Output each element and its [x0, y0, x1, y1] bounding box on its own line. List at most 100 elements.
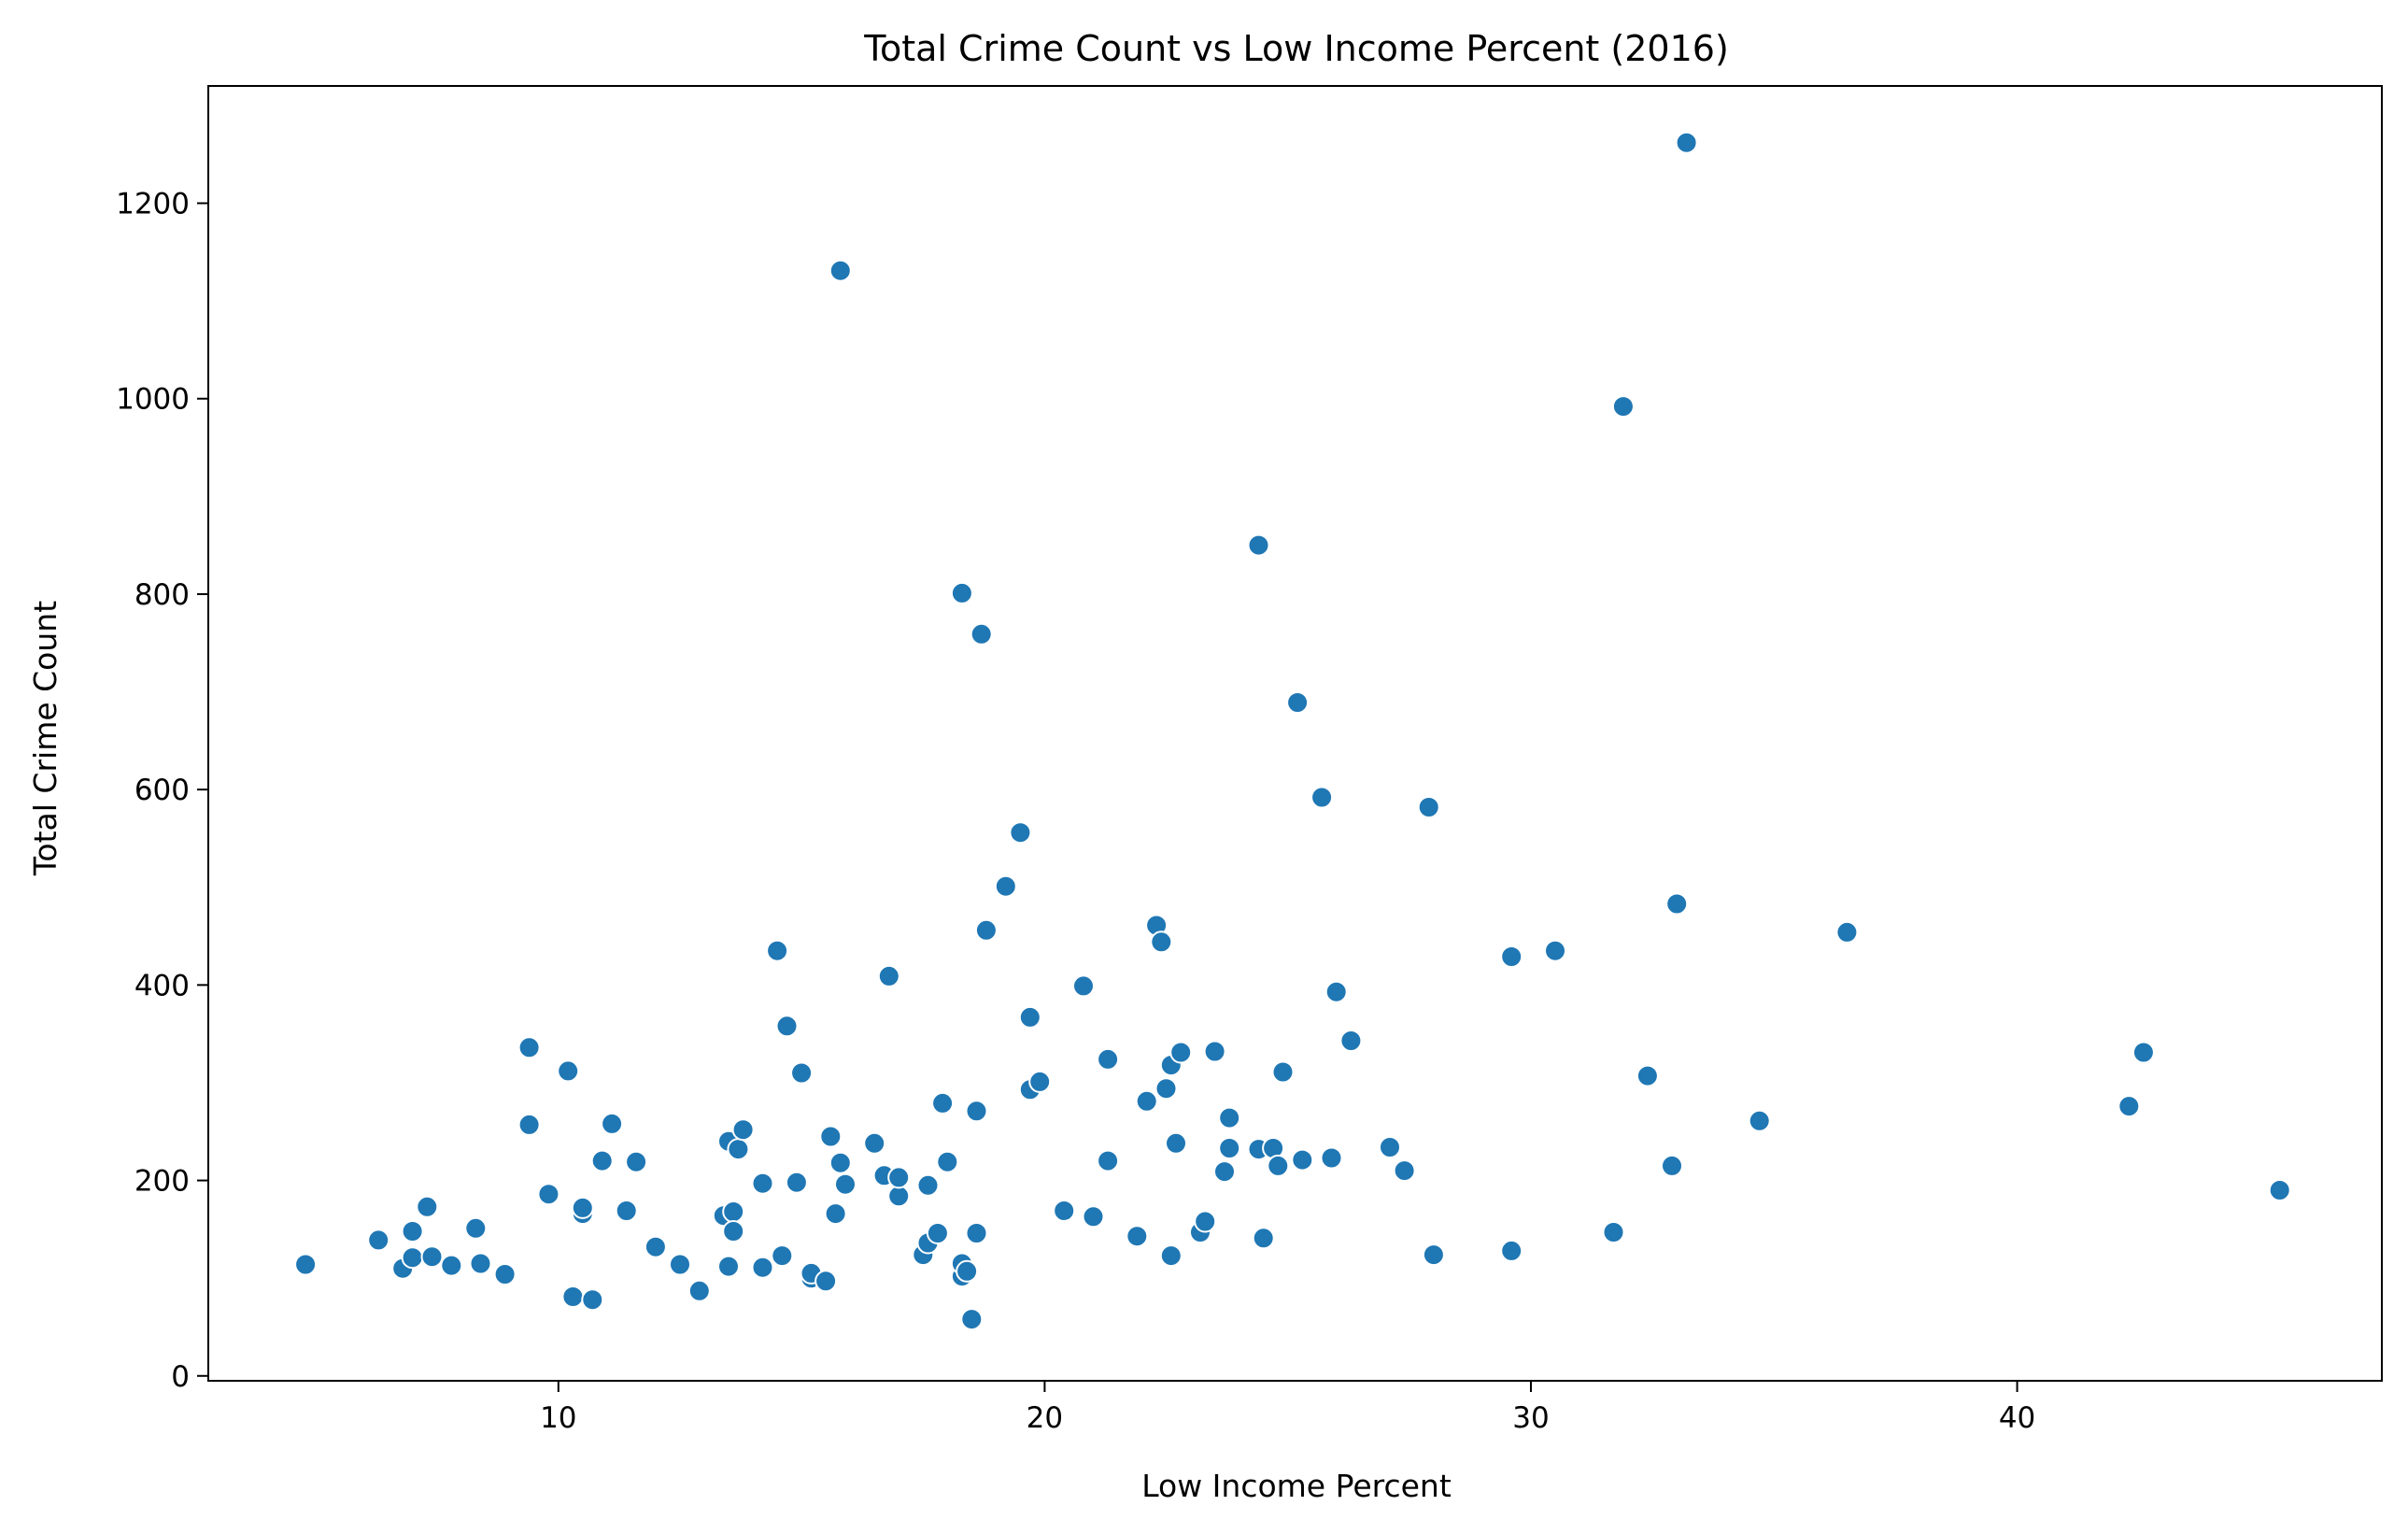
data-point [1082, 1205, 1105, 1229]
data-point [722, 1220, 745, 1243]
data-point [1422, 1243, 1445, 1267]
data-point [1393, 1159, 1416, 1183]
data-point [877, 964, 900, 987]
data-point [1218, 1106, 1241, 1129]
x-tick-label: 10 [540, 1401, 576, 1435]
data-point [1169, 1041, 1193, 1064]
data-point [1252, 1227, 1275, 1250]
plot-frame [207, 85, 2383, 1382]
data-point [625, 1150, 648, 1173]
data-point [1286, 691, 1310, 714]
data-point [687, 1279, 711, 1302]
data-point [1320, 1146, 1343, 1170]
data-point [1267, 1154, 1290, 1177]
data-point [2132, 1041, 2155, 1064]
data-point [916, 1173, 940, 1197]
data-point [1218, 1137, 1241, 1159]
data-point [1053, 1200, 1076, 1222]
y-tick-label: 200 [135, 1165, 190, 1199]
data-point [766, 939, 789, 962]
data-point [1310, 786, 1334, 809]
data-point [1748, 1109, 1771, 1132]
data-point [1271, 1060, 1295, 1084]
y-tick-label: 600 [135, 774, 190, 807]
data-point [469, 1252, 492, 1275]
data-point [887, 1185, 911, 1208]
data-point [960, 1308, 984, 1331]
data-point [1072, 974, 1095, 998]
data-point [974, 918, 998, 942]
data-point [717, 1255, 740, 1278]
data-point [1213, 1160, 1236, 1184]
data-point [420, 1245, 444, 1269]
data-point [970, 622, 993, 646]
data-point [751, 1256, 774, 1279]
y-tick-label: 1200 [116, 188, 190, 221]
data-point [1126, 1225, 1149, 1248]
y-tick-label: 400 [135, 969, 190, 1002]
data-point [590, 1149, 614, 1172]
data-point [669, 1253, 691, 1276]
data-point [1611, 395, 1635, 419]
y-tick-label: 0 [171, 1360, 190, 1394]
data-point [1500, 1239, 1523, 1262]
data-point [1291, 1148, 1314, 1172]
x-tick-label: 40 [1999, 1401, 2035, 1435]
data-point [1159, 1244, 1183, 1268]
x-tick-label: 20 [1027, 1401, 1063, 1435]
data-point [601, 1112, 624, 1135]
data-point [615, 1200, 638, 1222]
data-point [1379, 1136, 1401, 1158]
data-point [790, 1061, 814, 1085]
data-point [1835, 920, 1859, 944]
data-point [1544, 939, 1566, 962]
data-point [814, 1270, 838, 1293]
data-point [1602, 1221, 1625, 1243]
data-point [785, 1171, 808, 1194]
data-point [1203, 1040, 1226, 1063]
data-point [367, 1229, 390, 1252]
data-point [926, 1222, 949, 1244]
data-point [1009, 821, 1032, 845]
data-point [1675, 131, 1698, 154]
data-point [1247, 533, 1270, 557]
data-point [1165, 1131, 1187, 1155]
data-point [731, 1118, 755, 1142]
data-point [722, 1200, 745, 1223]
data-point [1417, 796, 1440, 818]
points-layer [294, 131, 2291, 1331]
data-point [950, 581, 973, 604]
data-point [1665, 892, 1689, 916]
y-axis-label: Total Crime Count [27, 601, 64, 876]
y-tick-label: 1000 [116, 383, 190, 417]
data-point [294, 1253, 318, 1276]
data-point [557, 1059, 580, 1083]
data-point [1018, 1005, 1041, 1029]
data-point [561, 1285, 585, 1308]
data-point [1097, 1149, 1120, 1172]
data-point [440, 1254, 463, 1277]
data-point [1636, 1064, 1659, 1087]
data-point [819, 1125, 843, 1148]
data-point [1028, 1070, 1052, 1093]
data-point [1661, 1154, 1683, 1177]
data-point [824, 1202, 847, 1226]
data-point [1339, 1030, 1363, 1052]
data-point [965, 1100, 988, 1123]
data-point [401, 1220, 424, 1243]
data-point [775, 1015, 799, 1038]
data-point [644, 1235, 667, 1258]
data-point [537, 1183, 560, 1206]
data-point [1154, 1077, 1178, 1101]
data-point [931, 1091, 955, 1115]
data-point [727, 1138, 750, 1161]
x-tick-label: 30 [1512, 1401, 1549, 1435]
data-point [863, 1131, 886, 1155]
data-point [1324, 980, 1348, 1003]
data-point [834, 1172, 857, 1196]
data-point [571, 1196, 594, 1219]
data-point [956, 1259, 979, 1283]
